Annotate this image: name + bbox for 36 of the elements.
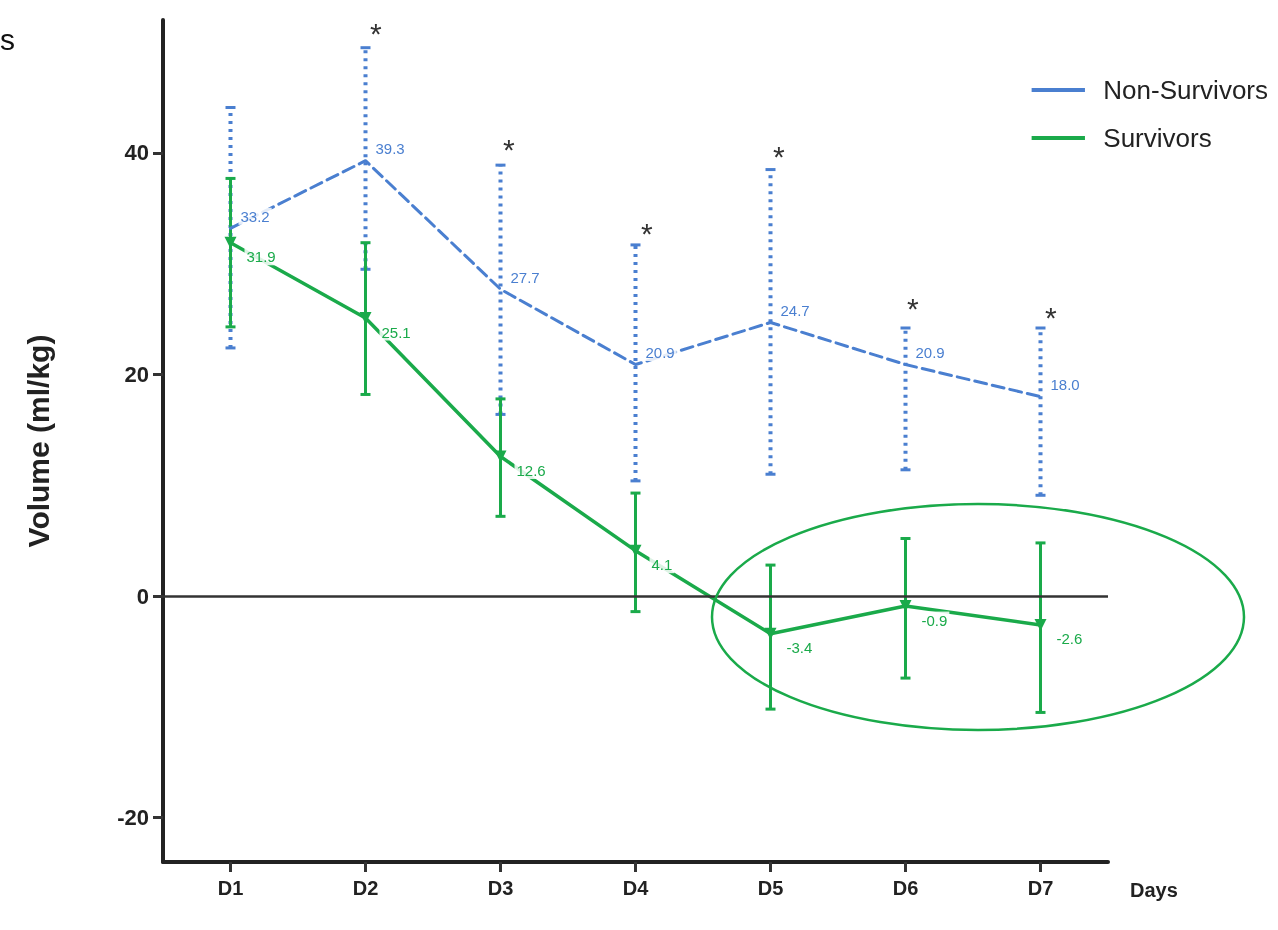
- annotation: *: [773, 139, 785, 173]
- x-tick-label: D5: [757, 877, 784, 899]
- data-label: -3.4: [786, 639, 813, 657]
- annotation: *: [503, 132, 515, 166]
- data-label: 33.2: [240, 207, 270, 225]
- x-tick-label: D6: [892, 877, 919, 899]
- text: s: [0, 22, 15, 56]
- x-tick-label: D3: [487, 877, 514, 899]
- data-label: 24.7: [780, 301, 810, 319]
- x-tick-label: D7: [1027, 877, 1054, 899]
- data-label: 31.9: [246, 248, 276, 266]
- y-tick-label: -20: [117, 805, 149, 831]
- annotation: *: [1045, 300, 1057, 334]
- data-label: 20.9: [915, 344, 945, 362]
- y-axis-title: Volume (ml/kg): [21, 334, 55, 548]
- y-tick-label: 20: [124, 362, 149, 388]
- data-label: 12.6: [516, 462, 546, 480]
- data-label: -2.6: [1056, 630, 1083, 648]
- y-tick-label: 40: [124, 140, 149, 166]
- x-tick-label: D2: [352, 877, 379, 899]
- data-label: -0.9: [921, 611, 948, 629]
- data-label: 27.7: [510, 268, 540, 286]
- legend-label: Survivors: [1103, 123, 1212, 153]
- data-label: 18.0: [1050, 376, 1080, 394]
- annotation: *: [907, 291, 919, 325]
- annotation: *: [370, 16, 382, 50]
- annotation: *: [641, 216, 653, 250]
- legend-label: Non-Survivors: [1103, 75, 1269, 105]
- x-tick-label: D1: [217, 877, 244, 899]
- x-axis-title: Days: [1130, 879, 1178, 901]
- x-tick-label: D4: [622, 877, 650, 899]
- data-label: 4.1: [651, 556, 673, 574]
- data-label: 39.3: [375, 140, 405, 158]
- data-label: 25.1: [381, 323, 411, 341]
- y-tick-label: 0: [136, 583, 149, 609]
- data-label: 20.9: [645, 344, 675, 362]
